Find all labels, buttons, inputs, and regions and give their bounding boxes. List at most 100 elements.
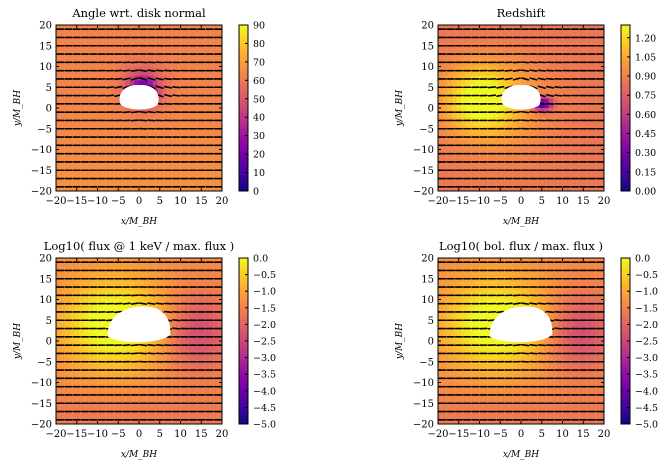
heatmap-cell xyxy=(79,373,85,379)
heatmap-cell xyxy=(143,172,149,178)
heatmap-cell xyxy=(134,354,140,361)
heatmap-cell xyxy=(474,121,481,128)
heatmap-cell xyxy=(185,154,191,160)
heatmap-cell xyxy=(544,154,550,160)
heatmap-cell xyxy=(567,140,573,146)
heatmap-cell xyxy=(548,71,554,77)
heatmap-cell xyxy=(125,368,131,374)
heatmap-cell xyxy=(451,57,458,63)
heatmap-cell xyxy=(88,294,94,301)
heatmap-cell xyxy=(111,61,117,68)
heatmap-cell xyxy=(102,410,108,416)
heatmap-cell xyxy=(120,163,126,169)
heatmap-cell xyxy=(212,149,218,155)
heatmap-cell xyxy=(157,377,163,384)
heatmap-cell xyxy=(102,48,108,54)
heatmap-cell xyxy=(185,290,191,296)
heatmap-cell xyxy=(470,144,476,151)
heatmap-cell xyxy=(502,177,508,183)
heatmap-cell xyxy=(576,117,582,123)
heatmap-cell xyxy=(516,149,522,155)
heatmap-cell xyxy=(548,89,554,95)
heatmap-cell xyxy=(65,103,71,109)
heatmap-cell xyxy=(516,181,522,187)
polarization-tick xyxy=(487,94,497,97)
heatmap-cell xyxy=(134,387,140,393)
heatmap-cell xyxy=(562,154,568,160)
heatmap-cell xyxy=(56,262,62,268)
heatmap-cell xyxy=(544,66,550,72)
heatmap-cell xyxy=(203,299,209,305)
heatmap-cell xyxy=(571,48,577,54)
heatmap-cell xyxy=(125,131,131,137)
heatmap-cell xyxy=(442,172,448,178)
heatmap-cell xyxy=(60,410,66,416)
heatmap-cell xyxy=(83,121,89,128)
heatmap-cell xyxy=(139,48,145,54)
heatmap-cell xyxy=(516,177,522,183)
heatmap-cell xyxy=(557,177,564,183)
heatmap-cell xyxy=(111,98,117,104)
heatmap-cell xyxy=(134,258,140,264)
heatmap-cell xyxy=(60,181,66,187)
heatmap-cell xyxy=(56,377,62,384)
heatmap-cell xyxy=(465,52,471,58)
heatmap-cell xyxy=(557,140,564,146)
heatmap-cell xyxy=(479,131,485,137)
heatmap-cell xyxy=(451,61,458,68)
heatmap-cell xyxy=(60,71,66,77)
heatmap-cell xyxy=(175,281,182,287)
heatmap-cell xyxy=(217,121,222,128)
heatmap-cell xyxy=(152,38,159,45)
heatmap-cell xyxy=(74,368,80,374)
heatmap-cell xyxy=(139,80,145,86)
heatmap-cell xyxy=(60,172,66,178)
heatmap-cell xyxy=(143,121,149,128)
heatmap-cell xyxy=(185,94,191,100)
heatmap-cell xyxy=(194,108,200,114)
y-tick-label: 5 xyxy=(46,83,52,94)
heatmap-cell xyxy=(115,262,122,268)
heatmap-cell xyxy=(198,368,205,374)
heatmap-cell xyxy=(139,66,145,72)
heatmap-cell xyxy=(521,131,527,137)
heatmap-cell xyxy=(102,71,108,77)
heatmap-cell xyxy=(56,149,62,155)
heatmap-cell xyxy=(125,271,131,278)
heatmap-cell xyxy=(102,29,108,35)
heatmap-cell xyxy=(185,66,191,72)
heatmap-cell xyxy=(447,186,453,191)
heatmap-cell xyxy=(171,177,177,183)
heatmap-cell xyxy=(79,262,85,268)
heatmap-cell xyxy=(74,322,80,328)
chart-panel: Redshift−20 −15 −10 −5 0 5 10 15 2020151050−5−10… xyxy=(395,6,656,227)
heatmap-cell xyxy=(111,80,117,86)
heatmap-cell xyxy=(92,299,99,305)
heatmap-cell xyxy=(74,177,80,183)
heatmap-cell xyxy=(162,177,168,183)
heatmap-cell xyxy=(438,80,444,86)
heatmap-cell xyxy=(171,281,177,287)
heatmap-cell xyxy=(56,281,62,287)
heatmap-cell xyxy=(194,131,200,137)
heatmap-cell xyxy=(488,135,494,141)
heatmap-cell xyxy=(134,341,140,347)
heatmap-cell xyxy=(171,108,177,114)
heatmap-cell xyxy=(139,57,145,63)
heatmap-cell xyxy=(203,377,209,384)
heatmap-cell xyxy=(185,163,191,169)
heatmap-cell xyxy=(83,29,89,35)
heatmap-cell xyxy=(148,345,154,351)
heatmap-cell xyxy=(152,382,159,388)
heatmap-cell xyxy=(185,29,191,35)
heatmap-cell xyxy=(189,38,195,45)
heatmap-cell xyxy=(97,80,103,86)
heatmap-cell xyxy=(115,345,122,351)
heatmap-cell xyxy=(212,71,218,77)
heatmap-cell xyxy=(115,98,122,104)
heatmap-cell xyxy=(115,144,122,151)
heatmap-cell xyxy=(198,290,205,296)
heatmap-cell xyxy=(451,34,458,40)
heatmap-cell xyxy=(194,80,200,86)
heatmap-cell xyxy=(470,103,476,109)
